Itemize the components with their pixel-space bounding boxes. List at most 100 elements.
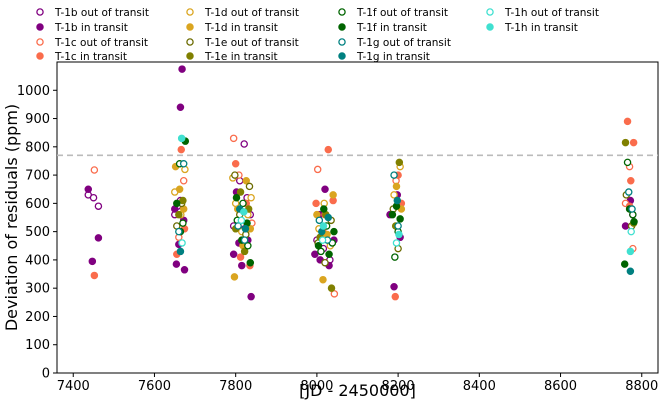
x-tick-label: 7800 [219,379,252,394]
data-point [629,138,638,147]
legend-item: T-1f in transit [338,22,427,34]
x-tick-label: 7600 [138,379,171,394]
data-point [247,292,255,301]
data-point [241,225,250,233]
y-tick-label: 900 [25,112,50,127]
legend-label: T-1d in transit [204,22,278,34]
data-point [320,205,328,213]
data-point [179,176,188,185]
x-tick-label: 8600 [544,379,577,394]
y-tick-label: 200 [25,310,50,325]
legend-label: T-1b out of transit [54,7,149,19]
data-point [245,182,254,191]
legend-label: T-1e in transit [204,51,278,63]
data-point [314,242,323,250]
plot-area: 7400 7600 7800 8000 8200 8400 8600 8800 0 100 200… [17,61,659,394]
y-tick-label: 1000 [17,84,50,99]
data-point [625,188,633,196]
data-point [246,258,255,267]
data-point [89,193,98,202]
legend-label: T-1d out of transit [204,7,299,19]
series [84,140,334,264]
data-point [229,134,238,143]
data-point [240,236,249,244]
legend-label: T-1h in transit [504,22,578,34]
data-point [238,261,246,270]
data-point [175,185,184,193]
data-point [90,166,99,174]
legend-item: T-1h in transit [486,22,578,34]
data-point [239,199,247,208]
data-point [312,199,320,208]
legend-marker [486,23,494,31]
legend: T-1b out of transit T-1b in transit T-1c o… [36,7,599,63]
plot-frame [56,61,659,374]
data-point [626,267,635,275]
data-point [179,196,187,205]
legend-marker [186,38,194,46]
legend-item: T-1d in transit [186,22,278,34]
legend-marker [36,23,44,31]
data-point [315,216,324,225]
data-point [627,227,635,236]
data-point [621,222,630,230]
data-point [394,222,402,230]
data-point [175,227,183,236]
data-point [231,160,240,168]
series [171,162,406,284]
data-point [240,140,248,148]
legend-marker [338,38,346,46]
data-point [176,247,185,256]
legend-marker [36,8,44,16]
data-point [232,193,241,202]
x-tick-label: 8200 [382,379,415,394]
series [177,134,635,256]
data-point [321,185,329,193]
data-point [325,250,333,259]
series [175,160,636,244]
data-point [240,208,248,216]
legend-item: T-1d out of transit [186,7,299,19]
y-tick-label: 100 [25,338,50,353]
data-point [247,193,255,202]
data-point [242,176,250,185]
data-point [393,196,402,205]
y-axis: 0 100 200 300 400 500 600 700 800 900 1000 [17,84,57,382]
x-axis-label: [JD - 2450000] [299,381,416,400]
legend-label: T-1b in transit [54,22,128,34]
legend-label: T-1h out of transit [504,7,599,19]
legend-marker [486,8,494,16]
data-point [318,236,327,244]
data-point [630,217,638,226]
data-point [392,239,401,247]
data-point [173,199,181,208]
data-point [623,158,632,167]
data-points [84,65,638,301]
data-point [321,258,329,267]
data-point [94,234,103,242]
y-tick-label: 500 [25,225,50,240]
data-point [329,191,337,199]
legend-marker [186,52,194,60]
data-point [172,260,181,268]
data-point [244,242,252,250]
legend-marker [36,52,44,60]
legend-item: T-1b out of transit [36,7,149,19]
data-point [94,202,103,210]
y-tick-label: 800 [25,140,50,155]
data-point [240,247,249,256]
y-tick-label: 600 [25,197,50,212]
data-point [392,182,401,191]
data-point [180,266,189,274]
data-point [319,275,327,284]
data-point [391,253,399,261]
data-point [177,145,186,154]
legend-item: T-1f out of transit [338,7,448,19]
legend-item: T-1c in transit [36,51,127,63]
data-point [176,103,185,111]
data-point [324,145,333,154]
data-point [88,257,97,266]
series [178,216,635,247]
legend-marker [186,8,194,16]
data-point [179,219,187,227]
